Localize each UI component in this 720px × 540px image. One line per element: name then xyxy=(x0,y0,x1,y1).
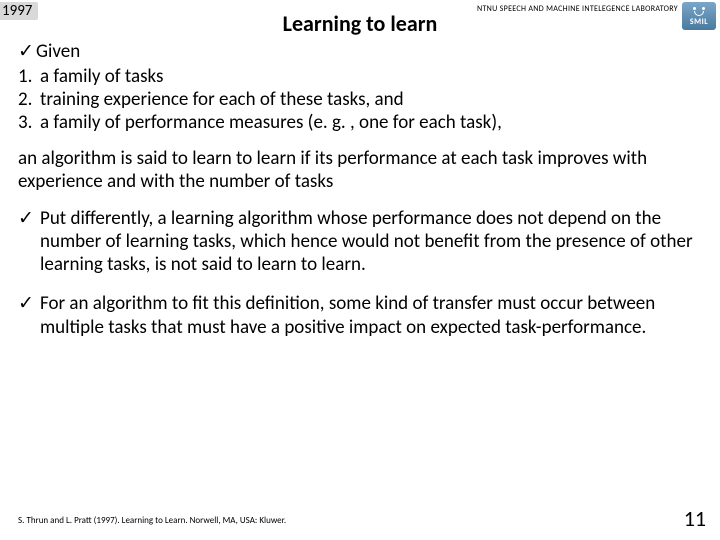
bullet-text: Put differently, a learning algorithm wh… xyxy=(40,207,702,277)
list-text: training experience for each of these ta… xyxy=(40,88,404,111)
numbered-list: 1. a family of tasks 2. training experie… xyxy=(18,65,702,135)
slide-content: ✓Given 1. a family of tasks 2. training … xyxy=(18,40,702,355)
check-icon: ✓ xyxy=(18,40,36,63)
page-number: 11 xyxy=(684,505,706,532)
list-text: a family of tasks xyxy=(40,65,163,88)
list-item: 2. training experience for each of these… xyxy=(18,88,702,111)
citation: S. Thrun and L. Pratt (1997). Learning t… xyxy=(18,515,286,526)
list-number: 1. xyxy=(18,65,40,88)
check-icon: ✓ xyxy=(18,207,40,277)
bullet-text: For an algorithm to fit this definition,… xyxy=(40,292,702,338)
slide-title: Learning to learn xyxy=(0,10,720,37)
given-label: Given xyxy=(36,40,80,63)
list-item: 1. a family of tasks xyxy=(18,65,702,88)
list-number: 3. xyxy=(18,111,40,134)
given-line: ✓Given xyxy=(18,40,702,63)
list-item: 3. a family of performance measures (e. … xyxy=(18,111,702,134)
check-icon: ✓ xyxy=(18,292,40,338)
list-number: 2. xyxy=(18,88,40,111)
definition-paragraph: an algorithm is said to learn to learn i… xyxy=(18,147,702,193)
bullet-item: ✓ For an algorithm to fit this definitio… xyxy=(18,292,702,338)
bullet-item: ✓ Put differently, a learning algorithm … xyxy=(18,207,702,277)
list-text: a family of performance measures (e. g. … xyxy=(40,111,502,134)
